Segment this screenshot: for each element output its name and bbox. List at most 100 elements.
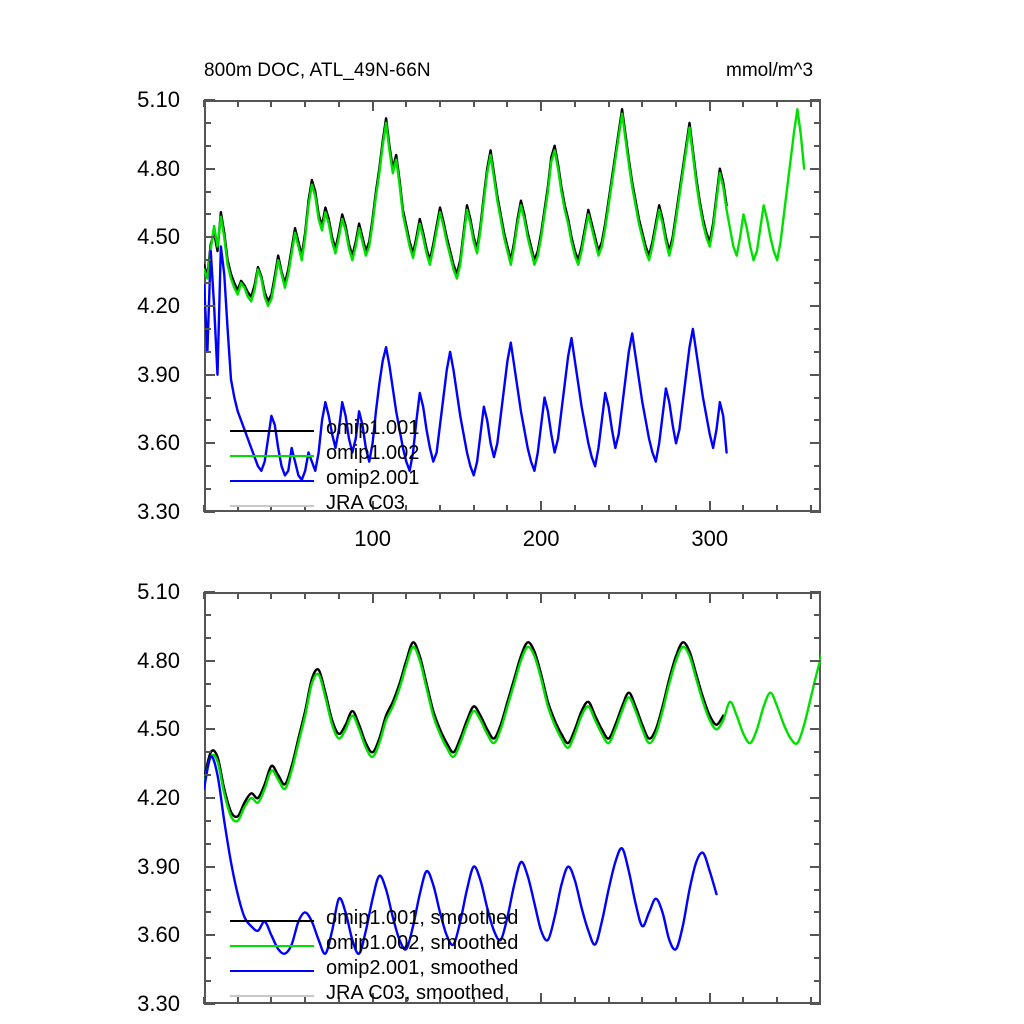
x-tick-minor [742,505,745,512]
x-tick-minor [742,997,745,1004]
y-tick-minor [814,419,821,422]
y-tick-major [810,99,821,101]
x-tick-minor [641,100,644,107]
y-tick-minor [814,121,821,124]
panel-bottom-curves [204,641,821,955]
x-tick-major [371,592,374,603]
y-tick-minor [814,282,821,285]
x-tick-minor [236,592,239,599]
y-tick-minor [814,213,821,216]
x-tick-minor [809,100,812,107]
y-tick-major [204,728,215,731]
x-tick-minor [337,505,340,512]
x-tick-minor [573,100,576,107]
y-tick-major [204,99,215,101]
x-tick-minor [203,997,205,1004]
x-tick-major [708,993,711,1004]
x-tick-minor [304,100,307,107]
x-tick-major [371,993,374,1004]
x-tick-minor [304,505,307,512]
y-axis-tick-label: 3.30 [137,991,180,1016]
x-tick-minor [776,100,779,107]
x-tick-minor [809,505,812,512]
y-axis-tick-label: 3.90 [137,853,180,879]
x-tick-minor [472,592,475,599]
y-tick-minor [814,842,821,845]
y-tick-minor [204,842,211,845]
legend-label: omip1.002, smoothed [326,932,519,954]
y-tick-minor [814,350,821,353]
legend-swatch-line-icon [230,455,314,457]
y-tick-minor [814,259,821,262]
y-tick-major [810,934,821,937]
x-axis-tick-label: 100 [354,526,391,551]
y-tick-major [204,797,215,799]
legend-swatch-line-icon [230,430,314,432]
x-tick-major [708,592,711,603]
x-tick-major [708,100,711,111]
x-tick-minor [573,997,576,1004]
x-tick-minor [472,505,475,512]
y-tick-major [810,167,821,170]
legend-label: omip1.001, smoothed [326,907,519,929]
y-tick-major [810,511,821,513]
y-axis-tick-label: 4.80 [137,647,180,673]
y-tick-minor [204,121,211,124]
x-tick-major [371,501,374,512]
y-axis-tick-label: 4.50 [137,716,180,742]
x-tick-minor [742,100,745,107]
y-axis-tick-label: 4.20 [137,293,180,318]
x-tick-minor [607,505,610,512]
panel-top: 800m DOC, ATL_49N-66N mmol/m^3 3.30 3.60 3… [137,60,821,551]
x-tick-minor [641,592,644,599]
y-tick-minor [204,751,211,754]
y-tick-minor [814,396,821,399]
legend-swatch-line-icon [230,920,314,922]
panel-bottom: 3.30 3.60 3.90 4.20 4.50 4.80 5.10 omip1.001, … [0,560,1024,1024]
y-tick-major [204,442,215,445]
x-tick-minor [439,100,441,107]
y-axis-tick-label: 3.30 [137,499,180,524]
x-tick-minor [472,997,475,1004]
panel-top-units: mmol/m^3 [726,60,814,81]
y-tick-minor [814,636,821,639]
y-tick-minor [814,327,821,330]
x-tick-minor [573,505,576,512]
y-axis-tick-label: 3.60 [137,922,180,948]
y-tick-major [204,511,215,513]
y-tick-major [204,167,215,170]
x-tick-minor [641,997,644,1004]
y-tick-minor [204,705,211,708]
x-tick-major [540,501,543,512]
x-tick-minor [304,592,307,599]
y-tick-minor [814,144,821,147]
x-tick-minor [337,592,340,599]
y-tick-minor [814,819,821,822]
x-tick-minor [506,100,509,107]
legend-label: JRA C03 [326,492,405,514]
y-tick-minor [204,888,211,891]
y-tick-minor [204,911,211,914]
y-tick-minor [204,396,211,399]
series-line [204,645,821,823]
x-tick-minor [337,100,340,107]
x-axis-tick-label: 200 [522,526,560,551]
x-tick-major [371,100,374,111]
y-tick-major [810,797,821,799]
x-tick-minor [304,997,307,1004]
y-tick-minor [814,613,821,616]
x-tick-minor [607,592,610,599]
x-tick-minor [742,592,745,599]
y-tick-major [810,373,821,376]
x-tick-minor [270,592,273,599]
x-tick-minor [607,997,610,1004]
x-tick-minor [439,592,441,599]
y-tick-minor [204,613,211,616]
y-tick-minor [204,957,211,960]
x-tick-minor [270,505,273,512]
panel-top-title: 800m DOC, ATL_49N-66N [204,60,431,81]
y-tick-minor [814,911,821,914]
y-tick-minor [204,282,211,285]
y-tick-minor [204,636,211,639]
x-tick-minor [405,997,408,1004]
